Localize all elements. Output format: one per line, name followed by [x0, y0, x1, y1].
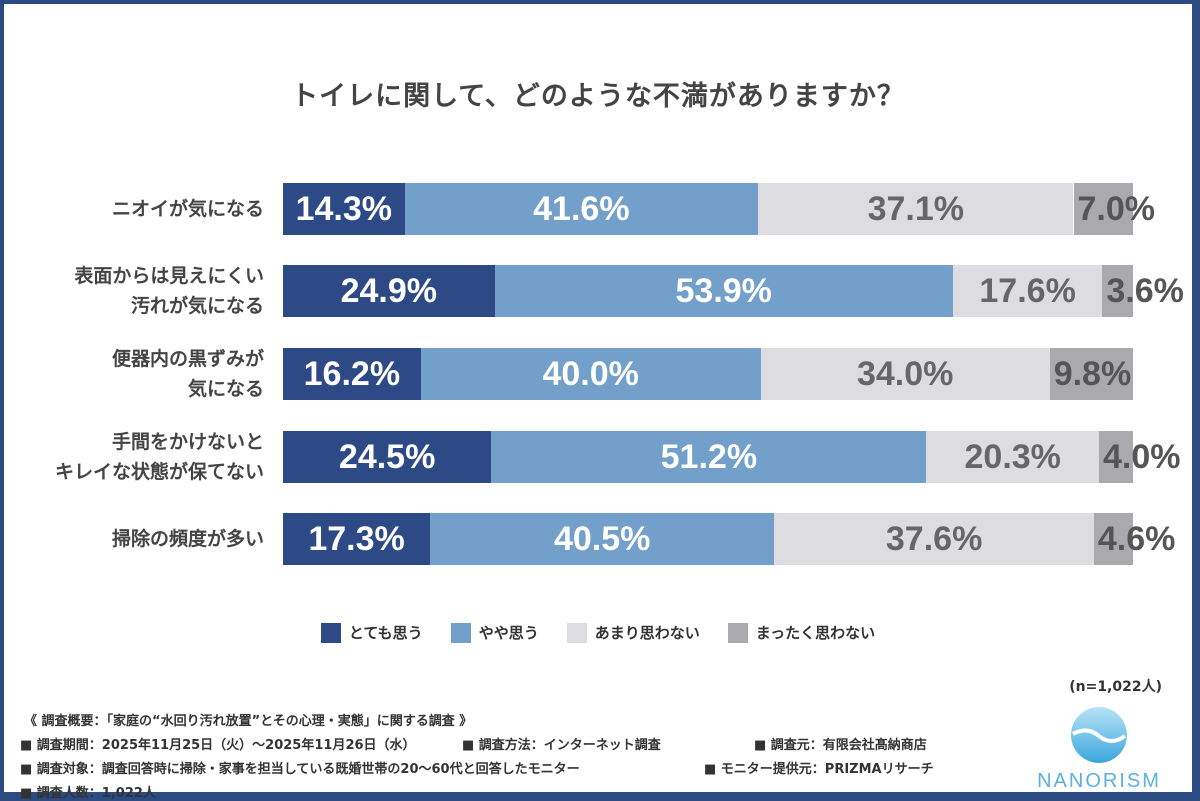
bar-segment: 7.0% [1073, 183, 1155, 235]
category-label: 掃除の頻度が多い [111, 528, 264, 550]
legend-item: やや思う [450, 622, 539, 643]
survey-source: ■ 調査元：有限会社髙納商店 [754, 738, 927, 753]
bar-segment: 51.2% [491, 431, 927, 483]
survey-count: ■ 調査人数：1,022人 [20, 786, 156, 801]
data-label: 17.6% [979, 271, 1076, 310]
category-label: ニオイが気になる [111, 198, 264, 220]
legend-item: まったく思わない [727, 622, 876, 643]
bar-segment: 16.2% [283, 348, 421, 400]
data-label: 53.9% [675, 271, 772, 310]
bar-segment: 9.8% [1049, 348, 1133, 400]
data-label: 4.6% [1097, 519, 1176, 558]
data-label: 14.3% [295, 189, 392, 228]
category-label: 表面からは見えにくい 汚れが気になる [74, 265, 264, 317]
legend-item: あまり思わない [566, 622, 700, 643]
legend-swatch [566, 622, 587, 643]
data-label: 3.6% [1106, 271, 1184, 310]
bar-segment: 24.9% [283, 265, 495, 317]
logo: NANORISM [1034, 704, 1164, 793]
legend-label: まったく思わない [755, 624, 876, 642]
sample-size: (n=1,022人) [1069, 679, 1162, 695]
legend-item: とても思う [320, 622, 423, 643]
survey-method: ■ 調査方法：インターネット調査 [462, 738, 661, 753]
data-label: 37.1% [867, 189, 965, 228]
bar-segment: 4.0% [1099, 431, 1181, 483]
chart-title: トイレに関して、どのような不満がありますか？ [291, 81, 905, 112]
legend: とても思う やや思う あまり思わない まったく思わない [4, 622, 1192, 643]
data-label: 41.6% [533, 189, 630, 228]
logo-text: NANORISM [1037, 770, 1161, 792]
bar-segment: 3.6% [1102, 265, 1184, 317]
monitor-provider: ■ モニター提供元：PRIZMAリサーチ [704, 762, 934, 777]
legend-label: あまり思わない [594, 624, 700, 642]
bar-segment: 41.6% [404, 183, 759, 235]
bar-segment: 20.3% [926, 431, 1099, 483]
legend-label: やや思う [478, 624, 539, 642]
bar-segment: 37.6% [774, 513, 1094, 565]
data-label: 7.0% [1077, 189, 1156, 228]
category-label: 便器内の黒ずみが 気になる [111, 348, 264, 400]
survey-period: ■ 調査期間：2025年11月25日（火）～2025年11月26日（水） [20, 738, 416, 753]
data-label: 9.8% [1053, 354, 1132, 393]
bar-segment: 34.0% [760, 348, 1050, 400]
bar-segment: 37.1% [758, 183, 1074, 235]
data-label: 16.2% [303, 354, 401, 393]
bar-segment: 17.3% [283, 513, 431, 565]
legend-swatch [727, 622, 748, 643]
legend-swatch [320, 622, 341, 643]
data-label: 34.0% [856, 354, 954, 393]
data-label: 4.0% [1103, 437, 1181, 476]
bar-segment: 40.0% [420, 348, 761, 400]
bar-segment: 40.5% [430, 513, 775, 565]
logo-icon [1071, 707, 1127, 763]
data-label: 20.3% [964, 437, 1061, 476]
data-label: 17.3% [308, 519, 405, 558]
legend-label: とても思う [348, 624, 423, 642]
data-label: 40.5% [553, 519, 651, 558]
bar-segment: 17.6% [952, 265, 1103, 317]
bar-segment: 53.9% [494, 265, 953, 317]
bar-segment: 4.6% [1093, 513, 1175, 565]
data-label: 24.5% [338, 437, 436, 476]
survey-target: ■ 調査対象：調査回答時に掃除・家事を担当している既婚世帯の20～60代と回答し… [20, 762, 580, 777]
bar-segment: 14.3% [283, 183, 405, 235]
category-label: 手間をかけないと キレイな状態が保てない [54, 431, 264, 483]
bar-segment: 24.5% [283, 431, 492, 483]
survey-overview: 《 調査概要：「家庭の“水回り汚れ放置”とその心理・実態」に関する調査 》 [24, 714, 473, 729]
chart-card: トイレに関して、どのような不満がありますか？ ニオイが気になる 14.3% 41.6… [4, 4, 1192, 801]
data-label: 51.2% [660, 437, 758, 476]
data-label: 37.6% [885, 519, 983, 558]
data-label: 40.0% [542, 354, 639, 393]
data-label: 24.9% [340, 271, 438, 310]
legend-swatch [450, 622, 471, 643]
